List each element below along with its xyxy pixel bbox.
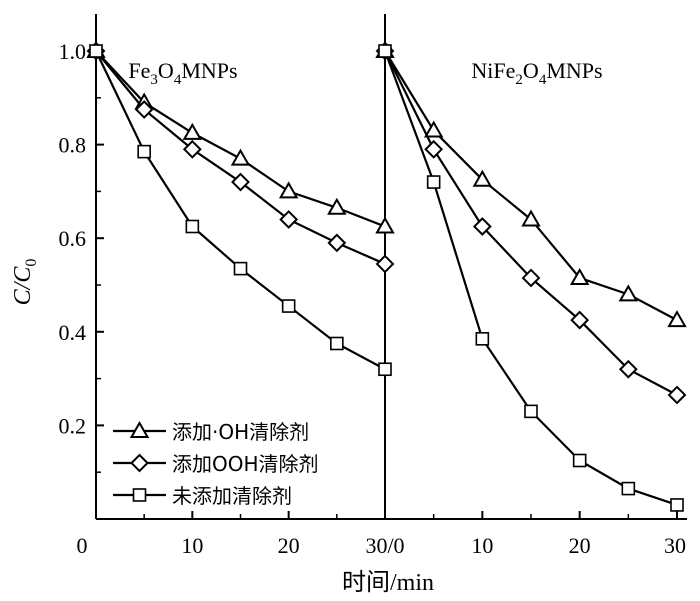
data-point bbox=[278, 181, 299, 199]
y-tick-label: 0.8 bbox=[59, 133, 87, 158]
panel-title-fe3o4: Fe3O4MNPs bbox=[128, 58, 237, 88]
data-point bbox=[327, 197, 347, 215]
legend-label: 添加OOH清除剂 bbox=[172, 452, 319, 476]
data-point bbox=[281, 299, 296, 313]
legend-marker bbox=[130, 453, 149, 473]
data-point bbox=[375, 254, 395, 274]
data-point bbox=[569, 267, 590, 285]
data-point bbox=[378, 44, 392, 58]
data-point bbox=[182, 122, 203, 140]
data-point bbox=[621, 481, 636, 496]
data-point bbox=[426, 175, 441, 189]
x-tick-label: 20 bbox=[569, 533, 591, 558]
data-point bbox=[521, 209, 541, 227]
data-point bbox=[137, 144, 151, 159]
data-point bbox=[185, 219, 200, 234]
data-point bbox=[667, 385, 687, 405]
data-point bbox=[327, 233, 347, 253]
data-point bbox=[233, 261, 248, 276]
data-point bbox=[570, 310, 590, 330]
legend-marker bbox=[129, 420, 150, 438]
x-axis-title: 时间/min bbox=[342, 569, 434, 596]
series-layer bbox=[86, 40, 687, 512]
data-point bbox=[618, 359, 638, 379]
x-tick-label: 20 bbox=[278, 533, 300, 558]
data-point bbox=[618, 284, 639, 302]
data-point bbox=[472, 217, 492, 236]
y-tick-label: 0.6 bbox=[59, 226, 87, 251]
x-tick-label: 30 bbox=[664, 533, 686, 558]
x-tick-label: 0 bbox=[77, 533, 88, 558]
data-point bbox=[89, 44, 103, 58]
data-point bbox=[524, 404, 538, 419]
series-square bbox=[89, 44, 684, 512]
data-point bbox=[375, 216, 395, 234]
data-point bbox=[670, 498, 684, 512]
x-tick-label: 10 bbox=[181, 533, 203, 558]
data-point bbox=[423, 120, 444, 138]
data-point bbox=[424, 139, 444, 159]
series-diamond bbox=[86, 41, 687, 405]
y-tick-label: 0.4 bbox=[59, 320, 87, 345]
x-tick-label: 10 bbox=[471, 533, 493, 558]
y-tick-label: 0.2 bbox=[59, 413, 87, 438]
legend-label: 添加·OH清除剂 bbox=[172, 420, 309, 444]
data-point bbox=[475, 332, 490, 346]
legend-label: 未添加清除剂 bbox=[172, 484, 292, 508]
data-point bbox=[472, 169, 493, 187]
legend-marker bbox=[132, 488, 147, 502]
data-point bbox=[378, 362, 392, 377]
data-point bbox=[521, 268, 541, 288]
data-point bbox=[182, 139, 202, 159]
data-point bbox=[330, 336, 344, 351]
data-point bbox=[134, 100, 154, 119]
y-tick-label: 1.0 bbox=[59, 39, 87, 64]
ticks: 1.0 0.8 0.6 0.4 0.2 0 10 20 30/0 10 20 30 bbox=[59, 39, 687, 558]
data-point bbox=[572, 453, 587, 468]
data-point bbox=[667, 310, 687, 328]
x-tick-label: 30/0 bbox=[365, 533, 404, 558]
y-axis-title: C/C0 bbox=[10, 259, 40, 306]
data-point bbox=[279, 210, 299, 229]
data-point bbox=[230, 148, 251, 166]
data-point bbox=[231, 172, 250, 192]
panel-title-nife2o4: NiFe2O4MNPs bbox=[471, 58, 602, 88]
